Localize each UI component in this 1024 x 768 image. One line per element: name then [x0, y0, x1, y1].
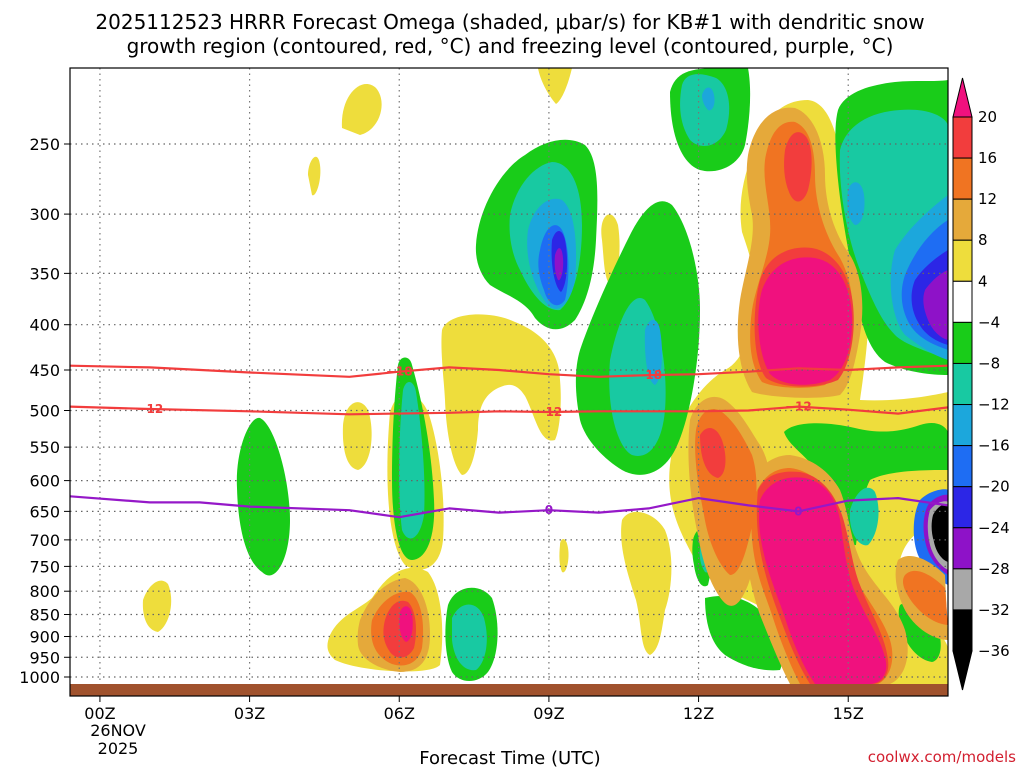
colorbar-tick-label: 16 — [978, 149, 997, 167]
contour-line — [70, 364, 948, 378]
colorbar-segment — [952, 198, 973, 241]
colorbar-segment — [952, 527, 973, 570]
y-tick-label: 350 — [29, 264, 60, 283]
shade-lblue-b — [644, 319, 663, 385]
colorbar-segment — [952, 404, 973, 447]
colorbar-segment — [952, 609, 973, 652]
shade-yellow-j — [559, 539, 569, 573]
shade-lblue-e — [702, 87, 715, 111]
shade-yellow-e — [441, 314, 561, 475]
contour-label: −12 — [785, 400, 812, 414]
x-tick-label: 12Z — [683, 704, 714, 723]
y-tick-label: 400 — [29, 316, 60, 335]
colorbar-segment — [952, 445, 973, 488]
y-tick-label: 700 — [29, 531, 60, 550]
colorbar-segment — [952, 321, 973, 364]
y-tick-label: 500 — [29, 402, 60, 421]
colorbar-segment — [952, 116, 973, 159]
colorbar-segment — [952, 239, 973, 282]
colorbar-tick-label: 4 — [978, 272, 988, 290]
colorbar: 20 16 12 8 4 −4 −8 −12 −16 −20 −24 −28 −32 −36 — [952, 77, 1010, 691]
shade-magenta-b — [758, 257, 853, 385]
contour-label: −18 — [386, 365, 413, 379]
y-tick-label: 1000 — [19, 668, 60, 687]
omega-shading — [142, 68, 948, 684]
shade-orange-e — [902, 570, 948, 625]
shade-black-a — [931, 504, 948, 562]
shade-teal-b — [452, 604, 487, 671]
colorbar-tick-label: 20 — [978, 108, 997, 126]
y-tick-label: 650 — [29, 502, 60, 521]
x-axis-label: Forecast Time (UTC) — [419, 748, 600, 768]
colorbar-segment — [952, 486, 973, 529]
shade-magenta-c — [758, 477, 887, 684]
y-tick-label: 800 — [29, 582, 60, 601]
colorbar-segment — [952, 362, 973, 406]
colorbar-bottom-arrow — [952, 650, 973, 691]
x-tick-label: 09Z — [533, 704, 564, 723]
colorbar-tick-label: −16 — [978, 437, 1010, 455]
y-tick-label: 950 — [29, 648, 60, 667]
shade-yellow-b — [538, 68, 572, 104]
x-date-line-1: 26NOV — [90, 721, 146, 740]
shade-teal-a — [399, 381, 425, 539]
colorbar-tick-label: −12 — [978, 396, 1010, 414]
colorbar-tick-label: 8 — [978, 231, 988, 249]
shade-teal-e — [680, 74, 730, 146]
colorbar-segment — [952, 568, 973, 611]
shade-magenta-a — [399, 606, 413, 642]
contour-label: −12 — [136, 402, 163, 416]
x-tick-label: 06Z — [384, 704, 415, 723]
colorbar-tick-label: 12 — [978, 190, 997, 208]
colorbar-segment — [952, 280, 973, 323]
shade-yellow-h — [142, 580, 172, 632]
shade-yellow-c — [308, 156, 321, 196]
x-axis: 00Z 03Z 06Z 09Z 12Z 15Z — [84, 696, 864, 723]
y-tick-label: 250 — [29, 135, 60, 154]
shade-red-b — [784, 132, 812, 202]
shade-teal-g — [849, 487, 879, 546]
x-tick-label: 03Z — [234, 704, 265, 723]
y-axis: 250 300 350 400 450 500 550 600 650 700 750 800 850 9… — [19, 135, 70, 687]
shade-yellow-a — [341, 83, 382, 135]
colorbar-tick-label: −28 — [978, 560, 1010, 578]
y-tick-label: 550 — [29, 438, 60, 457]
shade-red-d — [700, 428, 726, 478]
colorbar-top-arrow — [952, 77, 973, 118]
contour-label: 0 — [794, 504, 802, 518]
shade-yellow-k — [621, 511, 672, 655]
contour-line — [70, 405, 948, 416]
y-tick-label: 450 — [29, 361, 60, 380]
y-tick-label: 750 — [29, 557, 60, 576]
x-date-line-2: 2025 — [98, 739, 139, 758]
plot-frame — [69, 67, 949, 697]
colorbar-tick-label: −4 — [978, 313, 1000, 331]
shade-green-h — [784, 422, 948, 546]
contour-lines: −18 −18 −12 −12 −12 0 0 — [70, 364, 948, 519]
colorbar-tick-label: −32 — [978, 601, 1010, 619]
contour-label: −12 — [536, 405, 563, 419]
chart-title-line-2: growth region (contoured, red, °C) and f… — [127, 34, 894, 58]
x-tick-label: 00Z — [84, 704, 115, 723]
y-tick-label: 600 — [29, 472, 60, 491]
colorbar-tick-label: −24 — [978, 519, 1010, 537]
colorbar-tick-label: −8 — [978, 354, 1000, 372]
y-tick-label: 850 — [29, 606, 60, 625]
contour-line — [70, 495, 948, 519]
shade-purple-a — [554, 248, 564, 281]
y-tick-label: 900 — [29, 627, 60, 646]
x-tick-label: 15Z — [833, 704, 864, 723]
ground-strip — [70, 684, 948, 696]
chart-title-line-1: 2025112523 HRRR Forecast Omega (shaded, … — [95, 10, 924, 34]
colorbar-tick-label: −20 — [978, 478, 1010, 496]
colorbar-segment — [952, 157, 973, 200]
shade-yellow-f — [342, 402, 372, 470]
credit-text: coolwx.com/models — [868, 748, 1016, 766]
contour-label: 0 — [545, 503, 553, 517]
y-tick-label: 300 — [29, 205, 60, 224]
contour-label: −18 — [635, 368, 662, 382]
shade-purple-b — [923, 270, 948, 340]
colorbar-tick-label: −36 — [978, 642, 1010, 660]
